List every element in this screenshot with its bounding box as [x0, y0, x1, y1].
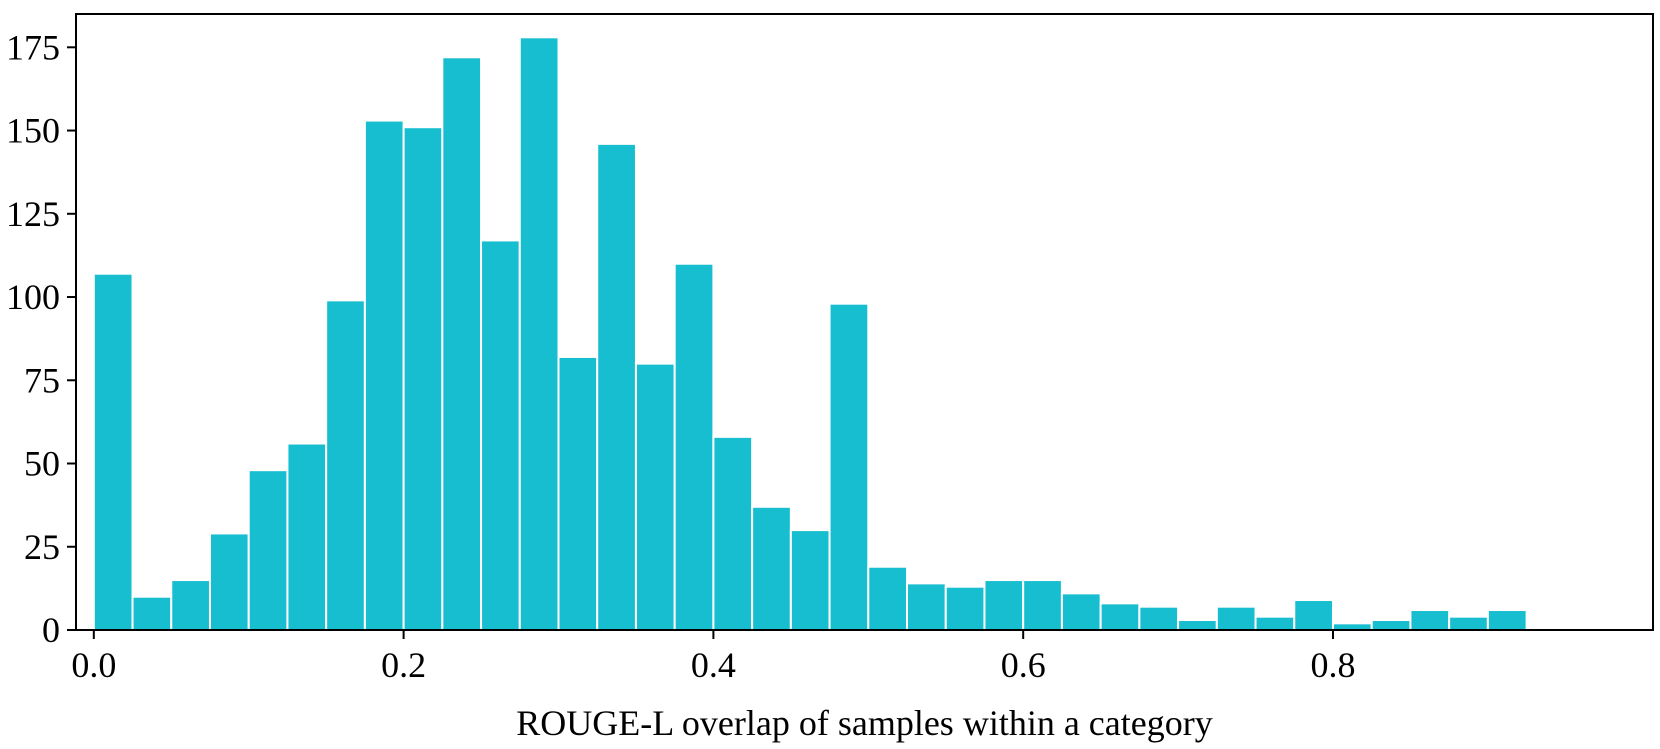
plot-frame: [75, 13, 1654, 631]
histogram-bar-23: [983, 579, 1025, 632]
histogram-bar-27: [1138, 605, 1180, 632]
x-tick-label-1: 0.2: [381, 645, 426, 685]
y-tick-label-1: 25: [24, 527, 60, 567]
histogram-bar-13: [596, 142, 637, 631]
histogram-bar-20: [867, 565, 909, 631]
histogram-bar-0: [92, 272, 134, 631]
histogram-bar-24: [1022, 579, 1063, 632]
bars-group: [92, 36, 1528, 632]
y-axis: 0 25 50 75 100 125 150 175: [6, 27, 76, 650]
histogram-bar-3: [208, 532, 250, 632]
histogram-bar-8: [402, 126, 444, 631]
y-tick-label-5: 125: [6, 194, 60, 234]
histogram-bar-18: [789, 529, 831, 631]
histogram-bar-25: [1060, 592, 1102, 632]
histogram-bar-12: [557, 355, 599, 631]
histogram-bar-7: [363, 119, 405, 631]
y-tick-label-2: 50: [24, 444, 60, 484]
y-tick-label-0: 0: [42, 610, 60, 650]
x-axis: 0.0 0.2 0.4 0.6 0.8: [71, 630, 1355, 685]
x-tick-label-3: 0.6: [1001, 645, 1046, 685]
y-tick-label-4: 100: [6, 277, 60, 317]
histogram-bar-19: [828, 302, 870, 631]
y-tick-label-7: 175: [6, 27, 60, 67]
histogram-bar-26: [1099, 602, 1141, 632]
x-tick-label-4: 0.8: [1310, 645, 1355, 685]
histogram-bar-2: [170, 579, 211, 632]
histogram-bar-15: [673, 262, 715, 631]
histogram-bar-28: [1177, 619, 1218, 631]
histogram-bar-6: [325, 299, 366, 631]
histogram-bar-36: [1486, 609, 1528, 631]
histogram-bar-30: [1254, 615, 1296, 632]
histogram-bar-33: [1370, 619, 1412, 631]
histogram-bar-9: [441, 56, 483, 631]
histogram-bar-34: [1409, 609, 1451, 631]
y-tick-label-6: 150: [6, 111, 60, 151]
histogram-bar-5: [286, 442, 328, 631]
histogram-bar-35: [1448, 615, 1489, 632]
histogram-bar-1: [131, 595, 173, 631]
histogram-bar-29: [1215, 605, 1257, 632]
histogram-bar-16: [712, 435, 754, 631]
histogram-bar-10: [480, 239, 521, 631]
histogram-bar-21: [906, 582, 947, 632]
histogram-bar-4: [247, 469, 289, 631]
histogram-bar-31: [1293, 599, 1334, 631]
x-tick-label-0: 0.0: [71, 645, 116, 685]
x-axis-title: ROUGE-L overlap of samples within a cate…: [516, 703, 1212, 743]
y-tick-label-3: 75: [24, 360, 60, 400]
histogram-bar-17: [751, 505, 792, 631]
histogram-bar-11: [518, 36, 560, 632]
histogram-bar-22: [944, 585, 986, 631]
x-tick-label-2: 0.4: [691, 645, 736, 685]
histogram-bar-14: [634, 362, 676, 631]
